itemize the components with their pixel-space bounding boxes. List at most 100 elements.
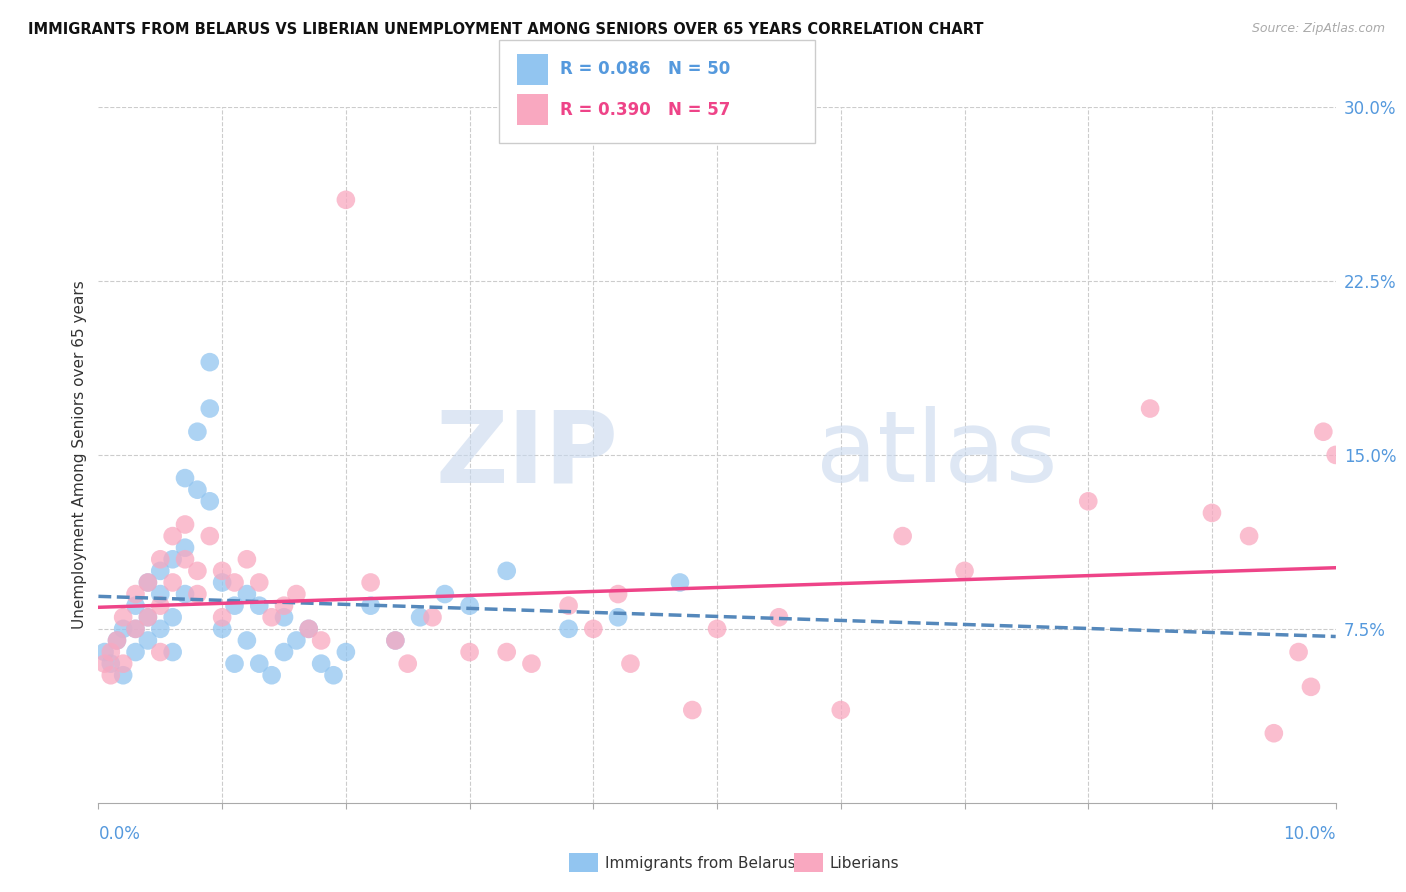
Point	[247, 599, 270, 613]
Point	[211, 622, 233, 636]
Point	[162, 575, 184, 590]
Point	[162, 610, 184, 624]
Point	[335, 645, 357, 659]
Text: ZIP: ZIP	[436, 407, 619, 503]
Point	[224, 599, 246, 613]
Point	[830, 703, 852, 717]
Point	[198, 529, 221, 543]
Point	[1288, 645, 1310, 659]
Point	[607, 587, 630, 601]
Point	[260, 610, 283, 624]
Point	[124, 599, 146, 613]
Text: 10.0%: 10.0%	[1284, 825, 1336, 843]
Point	[112, 668, 135, 682]
Point	[953, 564, 976, 578]
Point	[1324, 448, 1347, 462]
Point	[224, 575, 246, 590]
Point	[1139, 401, 1161, 416]
Point	[93, 657, 115, 671]
Point	[458, 599, 481, 613]
Point	[136, 575, 159, 590]
Point	[273, 645, 295, 659]
Point	[1299, 680, 1322, 694]
Point	[669, 575, 692, 590]
Point	[582, 622, 605, 636]
Point	[1237, 529, 1260, 543]
Point	[162, 529, 184, 543]
Point	[433, 587, 456, 601]
Point	[112, 610, 135, 624]
Point	[409, 610, 432, 624]
Point	[136, 575, 159, 590]
Point	[273, 599, 295, 613]
Point	[174, 587, 197, 601]
Point	[681, 703, 703, 717]
Text: R = 0.086: R = 0.086	[560, 60, 650, 78]
Point	[236, 587, 259, 601]
Point	[105, 633, 128, 648]
Point	[384, 633, 406, 648]
Point	[186, 425, 208, 439]
Y-axis label: Unemployment Among Seniors over 65 years: Unemployment Among Seniors over 65 years	[72, 281, 87, 629]
Text: Liberians: Liberians	[830, 856, 900, 871]
Point	[706, 622, 728, 636]
Point	[198, 401, 221, 416]
Point	[112, 657, 135, 671]
Point	[162, 552, 184, 566]
Point	[298, 622, 321, 636]
Point	[149, 645, 172, 659]
Point	[422, 610, 444, 624]
Text: 0.0%: 0.0%	[98, 825, 141, 843]
Point	[174, 541, 197, 555]
Point	[360, 599, 382, 613]
Point	[186, 587, 208, 601]
Point	[112, 622, 135, 636]
Point	[273, 610, 295, 624]
Point	[495, 564, 517, 578]
Point	[298, 622, 321, 636]
Text: atlas: atlas	[815, 407, 1057, 503]
Point	[335, 193, 357, 207]
Point	[186, 564, 208, 578]
Point	[557, 622, 579, 636]
Text: R = 0.390: R = 0.390	[560, 101, 651, 119]
Point	[224, 657, 246, 671]
Point	[891, 529, 914, 543]
Point	[174, 471, 197, 485]
Point	[285, 633, 308, 648]
Point	[124, 645, 146, 659]
Point	[174, 517, 197, 532]
Point	[198, 494, 221, 508]
Point	[607, 610, 630, 624]
Point	[260, 668, 283, 682]
Point	[236, 552, 259, 566]
Point	[149, 599, 172, 613]
Point	[396, 657, 419, 671]
Point	[1201, 506, 1223, 520]
Point	[520, 657, 543, 671]
Text: IMMIGRANTS FROM BELARUS VS LIBERIAN UNEMPLOYMENT AMONG SENIORS OVER 65 YEARS COR: IMMIGRANTS FROM BELARUS VS LIBERIAN UNEM…	[28, 22, 984, 37]
Point	[93, 645, 115, 659]
Point	[557, 599, 579, 613]
Point	[458, 645, 481, 659]
Point	[247, 657, 270, 671]
Point	[124, 587, 146, 601]
Text: Immigrants from Belarus: Immigrants from Belarus	[605, 856, 796, 871]
Point	[309, 633, 332, 648]
Point	[149, 622, 172, 636]
Point	[285, 587, 308, 601]
Point	[384, 633, 406, 648]
Point	[100, 668, 122, 682]
Point	[174, 552, 197, 566]
Point	[100, 657, 122, 671]
Point	[149, 587, 172, 601]
Point	[198, 355, 221, 369]
Point	[124, 622, 146, 636]
Point	[1077, 494, 1099, 508]
Point	[211, 610, 233, 624]
Point	[211, 575, 233, 590]
Text: N = 50: N = 50	[668, 60, 730, 78]
Point	[100, 645, 122, 659]
Text: N = 57: N = 57	[668, 101, 730, 119]
Point	[149, 552, 172, 566]
